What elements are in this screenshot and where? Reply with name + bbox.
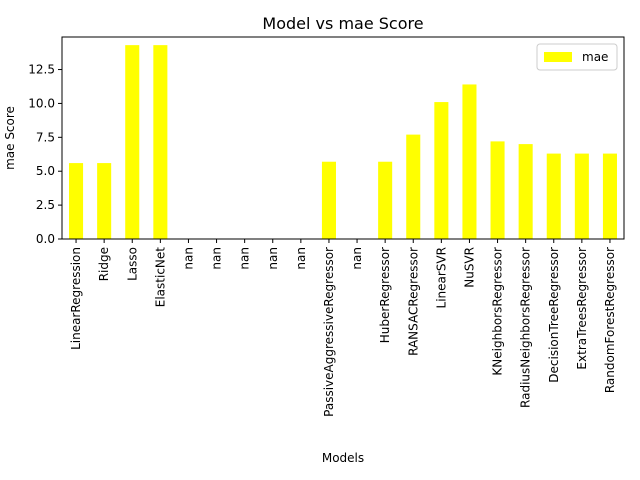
chart-title: Model vs mae Score (262, 14, 423, 33)
plot-frame (61, 36, 625, 240)
bar-KNeighborsRegressor (490, 141, 505, 239)
x-tick-label: Lasso (125, 247, 139, 281)
x-tick-label: RandomForestRegressor (603, 247, 617, 393)
bar-DecisionTreeRegressor (546, 153, 561, 239)
y-tick-label: 7.5 (36, 130, 55, 144)
x-tick-label: nan (210, 247, 224, 270)
legend-swatch-mae (544, 52, 572, 62)
y-tick-label: 0.0 (36, 232, 55, 246)
x-tick-label: LinearSVR (434, 247, 448, 308)
legend-label-mae: mae (582, 50, 608, 64)
x-tick-label: ExtraTreesRegressor (575, 247, 589, 370)
x-tick-label: PassiveAggressiveRegressor (322, 247, 336, 417)
x-tick-label: nan (350, 247, 364, 270)
y-tick-label: 5.0 (36, 164, 55, 178)
x-tick-label: ElasticNet (153, 247, 167, 308)
y-axis-label: mae Score (3, 106, 17, 170)
x-tick-label: nan (294, 247, 308, 270)
legend-frame (536, 43, 618, 71)
x-tick-label: nan (181, 247, 195, 270)
y-tick-label: 2.5 (36, 198, 55, 212)
bar-Lasso (125, 45, 140, 239)
legend: mae (536, 43, 618, 71)
x-tick-label: nan (266, 247, 280, 270)
bar-RadiusNeighborsRegressor (518, 144, 533, 239)
x-tick-label: Ridge (97, 247, 111, 281)
y-tick-label: 10.0 (28, 96, 55, 110)
bar-RandomForestRegressor (602, 153, 617, 239)
x-tick-label: HuberRegressor (378, 247, 392, 343)
bar-ElasticNet (153, 45, 168, 239)
bar-NuSVR (462, 84, 477, 239)
y-tick-label: 12.5 (28, 63, 55, 77)
bar-HuberRegressor (378, 161, 393, 239)
bar-LinearSVR (434, 102, 449, 239)
x-tick-label: RadiusNeighborsRegressor (519, 247, 533, 408)
x-tick-label: KNeighborsRegressor (491, 247, 505, 376)
x-tick-label: nan (238, 247, 252, 270)
bar-RANSACRegressor (406, 134, 421, 239)
x-axis-label: Models (322, 451, 364, 465)
bar-LinearRegression (69, 163, 84, 239)
x-tick-label: RANSACRegressor (406, 247, 420, 356)
x-tick-label: NuSVR (462, 247, 476, 288)
bar-ExtraTreesRegressor (574, 153, 589, 239)
bar-Ridge (97, 163, 112, 239)
x-tick-label: LinearRegression (69, 247, 83, 350)
bar-PassiveAggressiveRegressor (321, 161, 336, 239)
x-tick-label: DecisionTreeRegressor (547, 247, 561, 383)
